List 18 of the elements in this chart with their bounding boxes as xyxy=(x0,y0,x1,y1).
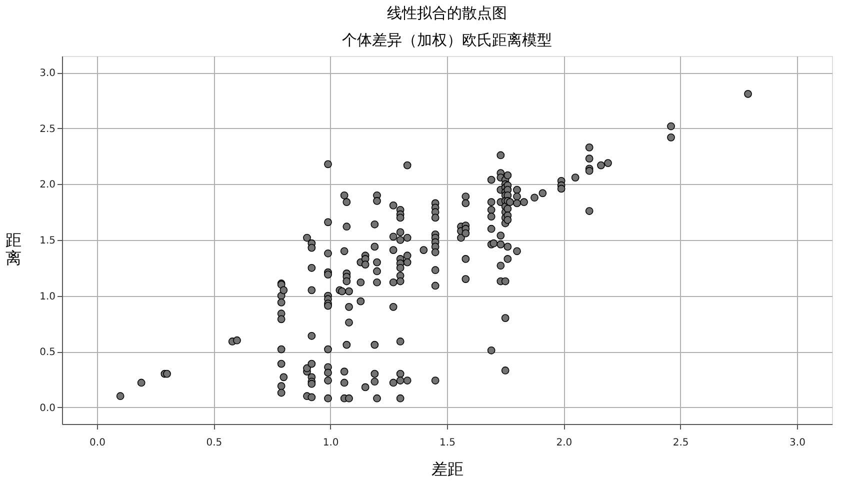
chart-title: 线性拟合的散点图 xyxy=(387,4,507,22)
y-tick-label: 1.5 xyxy=(40,236,56,246)
x-axis-title: 差距 xyxy=(432,460,464,478)
y-tick-label: 3.0 xyxy=(40,68,56,80)
y-tick-label: 2.0 xyxy=(40,180,56,191)
y-tick-label: 1.0 xyxy=(40,291,56,302)
x-tick-label: 0.5 xyxy=(206,438,222,448)
x-tick-label: 0.0 xyxy=(90,438,106,448)
y-tick-label: 2.5 xyxy=(40,124,56,135)
x-tick-label: 1.5 xyxy=(440,438,456,448)
chart-subtitle: 个体差异（加权）欧氏距离模型 xyxy=(342,31,552,49)
y-axis-title: 距离 xyxy=(6,230,22,268)
x-tick-label: 3.0 xyxy=(790,438,806,448)
x-tick-label: 2.5 xyxy=(672,438,689,448)
x-tick-label: 2.0 xyxy=(556,438,572,448)
x-tick-label: 1.0 xyxy=(322,438,339,448)
y-tick-label: 0.0 xyxy=(40,402,56,414)
y-tick-label: 0.5 xyxy=(40,347,56,358)
